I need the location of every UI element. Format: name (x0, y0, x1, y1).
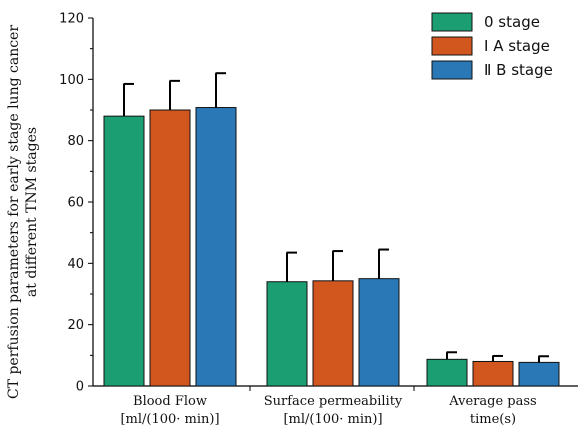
y-tick-label: 0 (76, 380, 84, 395)
y-tick-label: 60 (67, 196, 84, 211)
bar (358, 278, 400, 387)
legend-label: Ⅰ A stage (484, 37, 550, 55)
x-category-label: time(s) (470, 412, 516, 427)
y-tick-label: 40 (67, 257, 84, 272)
bar (472, 360, 514, 387)
bar (103, 115, 145, 387)
bar (426, 358, 468, 387)
bar (518, 361, 560, 387)
legend-swatch (431, 12, 473, 32)
legend: 0 stage Ⅰ A stage Ⅱ B stage (431, 12, 553, 80)
legend-swatch (431, 60, 473, 80)
y-tick-label: 120 (59, 12, 84, 27)
y-tick-label: 20 (67, 318, 84, 333)
x-category-label: Surface permeability (264, 394, 403, 409)
x-category-label: [ml/(100· min)] (283, 412, 382, 427)
bar (195, 107, 237, 387)
y-tick-label: 80 (67, 134, 84, 149)
bars (103, 107, 560, 387)
bar (266, 281, 308, 387)
y-axis-label-line: at different TNM stages (24, 127, 40, 297)
x-category-label: [ml/(100· min)] (120, 412, 219, 427)
y-tick-label: 100 (59, 73, 84, 88)
error-bars (123, 72, 549, 363)
bar (149, 109, 191, 387)
y-axis-label-line: CT perfusion parameters for early stage … (6, 25, 22, 399)
bar (312, 280, 354, 387)
x-category-labels: Blood Flow [ml/(100· min)] Surface permeab… (120, 386, 537, 427)
legend-label: 0 stage (484, 13, 540, 31)
legend-swatch (431, 36, 473, 56)
y-axis-label: CT perfusion parameters for early stage … (6, 25, 40, 399)
x-category-label: Average pass (448, 394, 536, 409)
x-category-label: Blood Flow (133, 394, 207, 409)
legend-label: Ⅱ B stage (484, 61, 553, 79)
y-ticks: 0 20 40 60 80 100 120 (59, 12, 93, 395)
